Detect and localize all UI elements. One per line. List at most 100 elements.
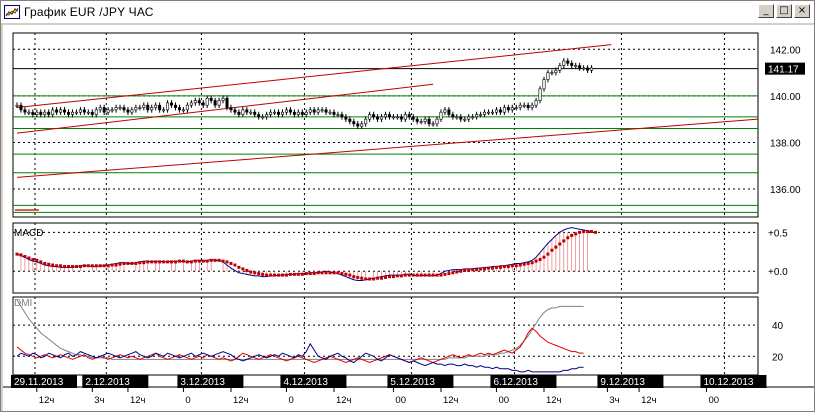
macd-signal-point [427,273,431,277]
macd-signal-point [479,267,483,271]
candle-body [475,114,479,118]
macd-signal-point [403,273,407,277]
candle-body [154,104,158,108]
candle-body [490,111,494,114]
candle-body [284,109,288,113]
macd-signal-point [328,271,332,275]
candle-body [221,97,225,101]
price-axis: 142.00 140.00 138.00 136.00 141.17 [765,45,805,196]
date-label-box [700,375,767,388]
candle-body [90,111,94,115]
candle-body [217,100,221,106]
macd-signal-point [487,266,491,270]
candle-body [106,109,110,113]
macd-signal-point [15,252,19,256]
window-titlebar[interactable]: График EUR /JPY ЧАС _ □ × [1,1,814,23]
candle-body [376,116,380,120]
candle-body [586,67,590,71]
macd-signal-point [249,270,253,274]
candle-body [98,107,102,111]
macd-signal-point [130,261,134,265]
macd-signal-point [391,275,395,279]
candle-body [86,111,90,114]
candle-body [467,116,471,120]
candle-body [483,111,487,115]
candle-body [288,109,292,113]
candle-body [110,109,114,112]
macd-signal-point [578,230,582,234]
candle-body [265,114,269,118]
maximize-button[interactable]: □ [776,4,792,18]
candle-body [312,109,316,113]
current-price-label: 141.17 [768,65,799,76]
date-label-box [387,375,454,388]
macd-signal-point [586,230,590,234]
macd-signal-point [522,262,526,266]
current-price-box [765,62,805,75]
candle-body [542,79,546,90]
chart-area[interactable]: 142.00 140.00 138.00 136.00 141.17 +0.5 +0.0 … [3,25,814,411]
trend-channels [15,44,759,211]
panel-frame [12,32,759,218]
candle-body [35,111,39,115]
dmi-lines [16,299,584,373]
hour-label: 00 [498,395,509,406]
macd-signal-point [490,266,494,270]
candle-body [570,62,574,66]
candle-body [185,104,189,111]
macd-signal-point [265,273,269,277]
macd-signal-point [324,271,328,275]
candle-body [181,109,185,112]
candle-body [352,121,356,125]
candle-body [304,111,308,115]
candle-body [134,107,138,111]
macd-signal-point [419,273,423,277]
macd-signal-point [332,271,336,275]
macd-signal-point [122,261,126,265]
hour-label: 12ч [130,395,146,406]
close-button[interactable]: × [794,4,810,18]
channel-line [16,118,759,178]
macd-signal-point [518,263,522,267]
candle-body [415,118,419,122]
macd-signal-point [411,273,415,277]
candle-body [213,100,217,106]
candle-body [443,109,447,113]
price-tick-label: 142.00 [770,45,801,56]
candle-body [356,123,360,127]
macd-signal-point [308,272,312,276]
candle-body [538,88,542,101]
candle-body [249,111,253,114]
macd-signal-point [574,232,578,236]
candle-body [197,100,201,104]
panel-frame [12,296,759,376]
macd-signal-point [126,261,130,265]
candle-body [530,104,534,108]
hour-label: 12ч [546,395,562,406]
dmi-tick-label: 20 [772,352,784,363]
date-label: 10.12.2013 [703,377,753,388]
macd-signal-point [566,236,570,240]
macd-signal-point [546,252,550,256]
macd-signal-point [443,272,447,276]
candle-body [340,114,344,118]
macd-signal-point [166,260,170,264]
macd-signal-point [360,276,364,280]
macd-signal-point [134,261,138,265]
date-label: 2.12.2013 [85,377,130,388]
candle-body [308,109,312,113]
minimize-button[interactable]: _ [758,4,774,18]
candle-body [261,116,265,119]
candle-body [67,111,71,115]
macd-signal-point [233,263,237,267]
date-label: 5.12.2013 [390,377,435,388]
candle-body [387,114,391,118]
macd-signal-point [340,272,344,276]
macd-signal-point [138,261,142,265]
macd-signal-point [284,273,288,277]
candle-body [455,116,459,119]
macd-label: MACD [14,228,43,239]
macd-signal-point [312,272,316,276]
